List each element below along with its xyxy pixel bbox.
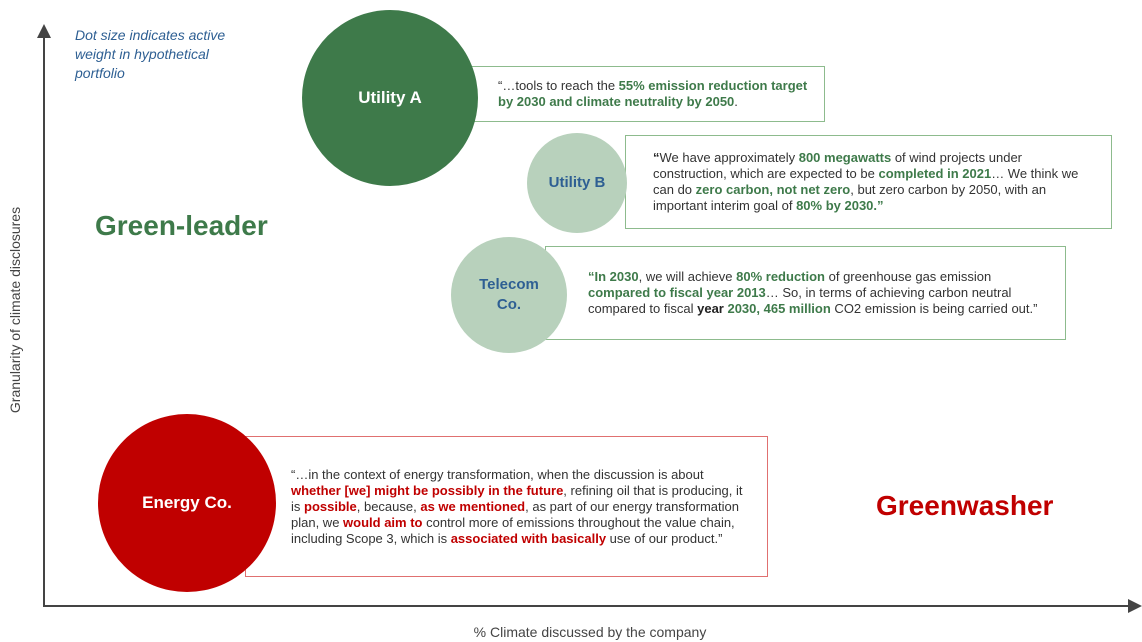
quote-segment: 80% reduction [736,269,825,284]
x-axis-label: % Climate discussed by the company [473,624,707,640]
quote-box: “…in the context of energy transformatio… [245,436,768,577]
quote-segment: would aim to [343,514,423,530]
y-axis-label: Granularity of climate disclosures [7,206,23,414]
quote-segment: year [697,301,724,316]
quote-segment: zero carbon, not net zero [695,182,851,197]
quote-segment: 80% by 2030.” [796,198,884,213]
quadrant-label: Greenwasher [876,490,1054,521]
y-arrow [37,24,51,38]
quote-segment: possible [304,498,357,514]
note: Dot size indicates active weight in hypo… [75,27,226,81]
quote-segment: of wind projects under construction, whi… [653,150,1026,181]
quote-segment: control more of emissions throughout the… [291,514,739,546]
quote-segment: . [734,94,738,109]
quote-segment: completed in 2021 [878,166,992,181]
quote-segment: 2030, 465 million [723,301,831,316]
quote-segment: as we mentioned [420,498,526,514]
quote-segment: “ [653,150,660,165]
quote-segment: compared to fiscal year 2013 [588,285,766,300]
quote-segment: “In 2030 [588,269,639,284]
quote-segment: , because, [356,498,421,514]
quote-segment: use of our product.” [606,530,723,546]
quote-box: “In 2030, we will achieve 80% reduction … [545,246,1066,340]
quote-segment: “…tools to reach the [498,78,619,93]
quadrant-label: Green-leader [95,210,268,241]
quote-segment: We have approximately [659,150,799,165]
company-name: Telecom Co. [479,276,539,313]
quote: “…in the context of energy transformatio… [291,467,755,547]
company-name: Utility B [548,174,606,191]
quote-segment: , we will achieve [638,269,737,284]
quote-segment: associated with basically [450,530,607,546]
quote-segment: … We think we can do [653,166,1082,197]
quote-segment: 55% emission reduction target by 2030 an… [498,78,811,109]
quote: “…tools to reach the 55% emission reduct… [498,78,812,110]
quote: “In 2030, we will achieve 80% reduction … [588,269,1053,317]
quote-segment: whether [we] might be possibly in the fu… [291,482,564,498]
quote-segment: of greenhouse gas emission [825,269,995,284]
quote-segment: … So, in terms of achieving carbon neutr… [588,285,1016,316]
quote-segment: , as part of our energy transformation p… [291,498,743,530]
quote-segment: 800 megawatts [798,150,892,165]
quote-segment: “…in the context of energy transformatio… [291,466,708,482]
quote: “We have approximately 800 megawatts of … [653,150,1099,214]
quote-segment: , but zero carbon by 2050, with an impor… [653,182,1050,213]
quote-segment: CO2 emission is being carried out.” [830,301,1038,316]
x-arrow [1128,599,1142,613]
company-name: Energy Co. [142,493,232,512]
quote-segment: , refining oil that is producing, it is [291,482,747,514]
company-name: Utility A [358,88,422,107]
quote-box: “We have approximately 800 megawatts of … [625,135,1112,229]
quote-box: “…tools to reach the 55% emission reduct… [470,66,825,122]
